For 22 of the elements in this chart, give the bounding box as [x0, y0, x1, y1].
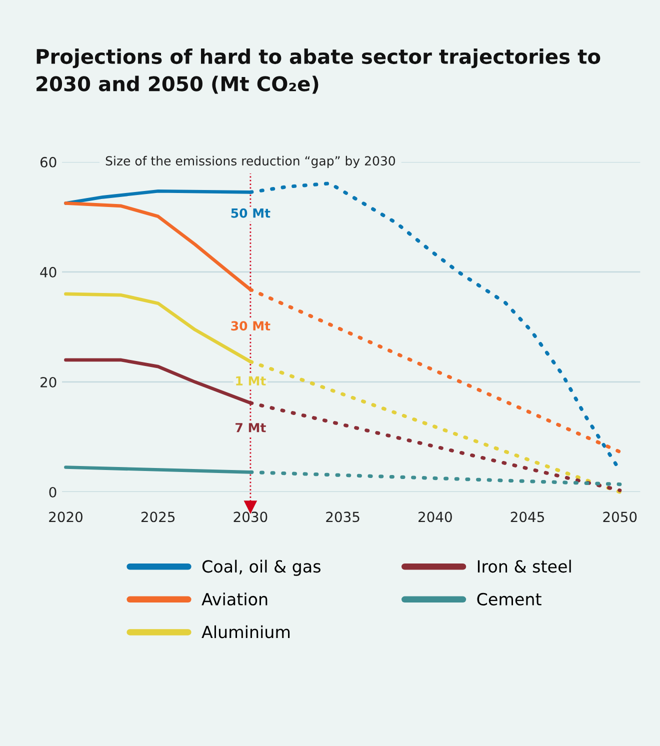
legend-label: Iron & steel: [478, 560, 571, 573]
annotation: 30 Mt: [231, 321, 270, 331]
y-tick-label: 20: [40, 376, 56, 388]
legend-label: Aluminium: [202, 625, 290, 638]
annotation: 1 Mt: [236, 376, 266, 386]
legend-label: Aviation: [202, 592, 268, 606]
annotation: 7 Mt: [236, 423, 266, 432]
x-tick-label: 2035: [326, 512, 360, 522]
x-tick-label: 2045: [510, 512, 544, 522]
ref-line-label: Size of the emissions reduction “gap” by 2030: [106, 156, 396, 168]
y-tick-label: 40: [40, 266, 56, 278]
legend-label: Cement: [477, 592, 542, 606]
x-tick-label: 2020: [49, 512, 82, 522]
x-tick-label: 2040: [418, 512, 452, 522]
x-tick-label: 2025: [141, 512, 175, 522]
chart-title: Projections of hard to abate sector trajectories to 2030 and 2050 (Mt CO₂e): [36, 48, 600, 94]
y-tick-label: 60: [40, 156, 56, 168]
x-tick-label: 2030: [234, 512, 268, 522]
x-tick-label: 2050: [603, 512, 637, 522]
annotation: 50 Mt: [231, 208, 270, 218]
y-tick-label: 0: [49, 486, 56, 498]
legend-label: Coal, oil & gas: [202, 560, 320, 576]
